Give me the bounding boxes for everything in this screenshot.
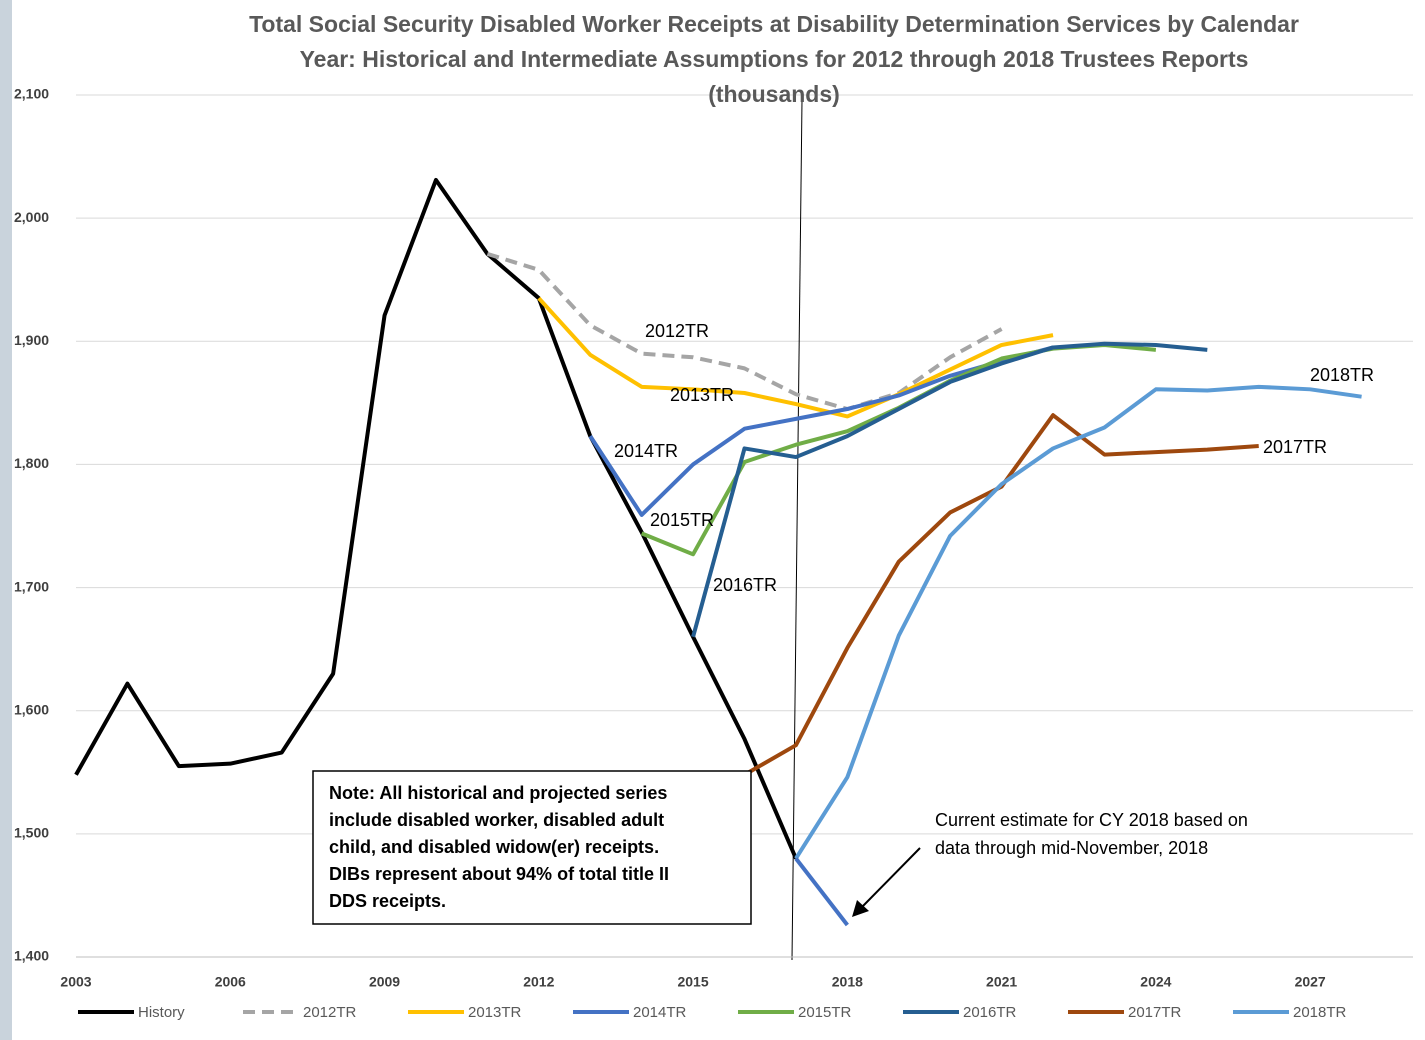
series-label: 2014TR xyxy=(614,441,678,461)
series-line xyxy=(588,345,1054,517)
estimate-line xyxy=(794,857,849,927)
y-tick-label: 1,700 xyxy=(14,578,49,594)
chart-title: Total Social Security Disabled Worker Re… xyxy=(249,11,1299,37)
side-bar xyxy=(0,0,12,1040)
x-tick-label: 2021 xyxy=(986,974,1017,990)
arrow-line xyxy=(861,847,921,908)
x-tick-label: 2006 xyxy=(215,974,246,990)
series-line xyxy=(74,177,798,860)
arrow-head xyxy=(852,900,869,917)
x-tick-label: 2018 xyxy=(832,974,863,990)
series-label: 2013TR xyxy=(670,385,734,405)
legend-label: 2013TR xyxy=(468,1004,522,1021)
series-line xyxy=(486,251,1003,412)
note-text: DDS receipts. xyxy=(329,891,446,911)
legend-label: 2015TR xyxy=(798,1004,852,1021)
legend-label: 2016TR xyxy=(963,1004,1017,1021)
legend-label: 2017TR xyxy=(1128,1004,1182,1021)
y-tick-label: 2,100 xyxy=(14,86,49,102)
y-tick-label: 1,800 xyxy=(14,455,49,471)
series-line xyxy=(537,296,1054,419)
legend-label: 2014TR xyxy=(633,1004,687,1021)
chart-title: (thousands) xyxy=(708,81,840,107)
note-text: Note: All historical and projected serie… xyxy=(329,783,667,803)
x-tick-label: 2024 xyxy=(1140,974,1171,990)
series-label: 2015TR xyxy=(650,510,714,530)
y-tick-label: 2,000 xyxy=(14,209,49,225)
x-tick-label: 2012 xyxy=(523,974,554,990)
legend-label: 2018TR xyxy=(1293,1004,1347,1021)
x-tick-label: 2015 xyxy=(677,974,708,990)
series-line xyxy=(743,413,1259,777)
x-tick-label: 2003 xyxy=(60,974,91,990)
series-label: 2017TR xyxy=(1263,437,1327,457)
series-line xyxy=(794,384,1362,860)
note-text: DIBs represent about 94% of total title … xyxy=(329,864,669,884)
series-label: 2016TR xyxy=(713,575,777,595)
legend-label: History xyxy=(138,1004,185,1021)
x-tick-label: 2027 xyxy=(1295,974,1326,990)
chart-title: Year: Historical and Intermediate Assump… xyxy=(300,46,1249,72)
series-label: 2012TR xyxy=(645,321,709,341)
y-tick-label: 1,900 xyxy=(14,332,49,348)
y-tick-label: 1,500 xyxy=(14,825,49,841)
y-tick-label: 1,400 xyxy=(14,948,49,964)
series-label: 2018TR xyxy=(1310,365,1374,385)
note-text: child, and disabled widow(er) receipts. xyxy=(329,837,659,857)
x-tick-label: 2009 xyxy=(369,974,400,990)
annotation-text: Current estimate for CY 2018 based on xyxy=(935,810,1248,830)
series-line xyxy=(640,342,1157,557)
annotation-text: data through mid-November, 2018 xyxy=(935,838,1208,858)
note-box xyxy=(312,770,752,925)
series-line xyxy=(691,341,1208,638)
legend-label: 2012TR xyxy=(303,1004,357,1021)
y-tick-label: 1,600 xyxy=(14,701,49,717)
divider-line xyxy=(791,99,803,961)
note-text: include disabled worker, disabled adult xyxy=(329,810,664,830)
